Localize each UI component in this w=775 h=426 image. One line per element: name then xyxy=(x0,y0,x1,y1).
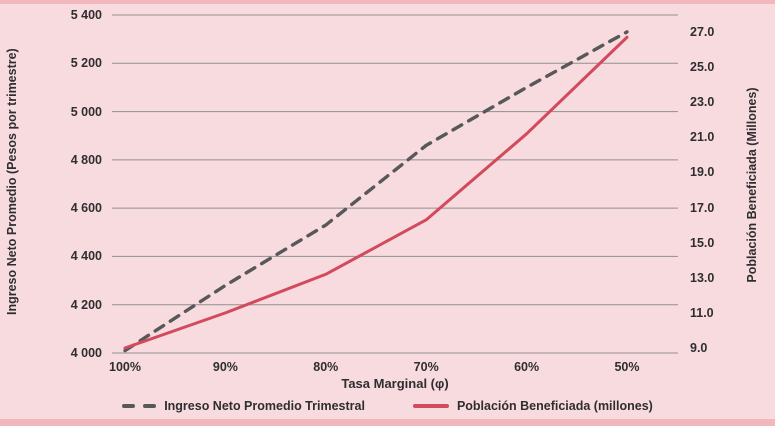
right-axis-tick: 21.0 xyxy=(690,130,715,145)
right-axis-tick: 15.0 xyxy=(690,235,715,250)
right-axis-tick: 23.0 xyxy=(690,95,715,110)
bottom-border-strip xyxy=(0,419,775,426)
right-axis-title: Población Beneficiada (Millones) xyxy=(745,87,759,283)
dashed-line-swatch xyxy=(122,404,157,408)
left-axis-tick: 5 200 xyxy=(70,56,102,71)
right-axis-tick: 11.0 xyxy=(690,305,714,320)
left-axis-title: Ingreso Neto Promedio (Pesos por trimest… xyxy=(5,48,19,315)
right-axis-tick: 17.0 xyxy=(690,200,715,215)
x-axis-tick: 50% xyxy=(614,360,640,374)
dash-segment xyxy=(143,404,157,408)
x-axis-tick: 70% xyxy=(413,360,439,374)
series-line-ingreso xyxy=(123,30,629,353)
legend-label-poblacion: Población Beneficiada (millones) xyxy=(456,399,653,413)
legend-label-ingreso: Ingreso Neto Promedio Trimestral xyxy=(164,399,365,413)
right-axis-tick: 25.0 xyxy=(690,60,715,75)
x-axis-tick: 60% xyxy=(514,360,540,374)
left-axis-tick: 5 000 xyxy=(70,104,102,119)
right-axis-tick: 9.0 xyxy=(690,341,708,355)
left-axis-tick: 4 000 xyxy=(70,346,102,360)
series-line-poblacion xyxy=(123,35,629,350)
dash-segment xyxy=(122,404,136,408)
left-axis-tick: 4 800 xyxy=(70,152,102,167)
left-axis-tick: 4 600 xyxy=(70,201,102,216)
x-axis-tick: 80% xyxy=(313,360,339,374)
x-axis-tick: 90% xyxy=(212,360,238,374)
right-axis-tick: 27.0 xyxy=(690,25,715,39)
left-axis-tick: 4 400 xyxy=(70,249,102,264)
legend: Ingreso Neto Promedio Trimestral Poblaci… xyxy=(0,399,775,413)
top-border-strip xyxy=(0,0,775,4)
right-axis-tick: 13.0 xyxy=(690,270,715,285)
solid-line-swatch xyxy=(412,404,449,408)
legend-item-ingreso: Ingreso Neto Promedio Trimestral xyxy=(122,399,365,413)
left-axis-tick: 5 400 xyxy=(70,8,102,22)
x-axis-tick: 100% xyxy=(109,360,141,374)
legend-item-poblacion: Población Beneficiada (millones) xyxy=(412,399,653,413)
left-axis-tick: 4 200 xyxy=(70,297,102,312)
x-axis-title: Tasa Marginal (φ) xyxy=(341,376,449,391)
right-axis-tick: 19.0 xyxy=(690,165,715,180)
